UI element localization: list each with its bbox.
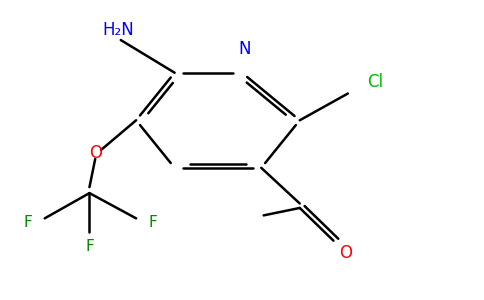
Text: H₂N: H₂N (103, 20, 134, 38)
Text: Cl: Cl (367, 73, 383, 91)
Text: F: F (24, 215, 32, 230)
Text: O: O (89, 144, 102, 162)
Text: N: N (238, 40, 251, 58)
Text: O: O (339, 244, 352, 262)
Text: F: F (85, 239, 94, 254)
Text: F: F (148, 215, 157, 230)
